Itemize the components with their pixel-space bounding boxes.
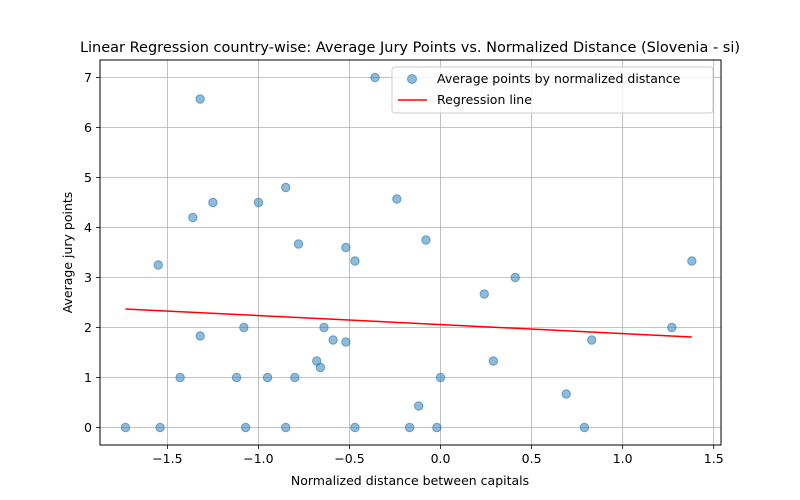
data-point [239,322,249,333]
data-point [253,197,264,208]
data-point [293,239,304,249]
data-point [315,362,326,373]
x-tick-label: −1.5 [152,451,182,466]
data-point [350,422,360,433]
x-tick-label: −1.0 [243,451,273,466]
data-point [120,422,131,433]
data-point [328,335,338,345]
data-point [479,289,489,299]
data-point [510,272,520,283]
data-point [153,260,163,270]
data-point [404,422,415,433]
data-point [667,322,677,333]
y-tick-label: 2 [84,320,92,335]
legend-label-scatter: Average points by normalized distance [437,71,681,86]
y-tick-label: 1 [84,370,92,385]
data-point [195,94,205,104]
y-axis-ticks: 0 1 2 3 4 5 6 7 [84,70,100,435]
y-tick-label: 4 [84,220,92,235]
data-point [392,194,402,204]
y-axis-label: Average jury points [60,192,75,314]
data-point [488,356,499,366]
x-tick-label: 0.5 [522,451,542,466]
x-axis-label: Normalized distance between capitals [291,473,529,488]
plot-frame [99,59,722,446]
legend-label-line: Regression line [437,92,532,107]
data-point [432,422,442,433]
data-point [579,422,590,433]
legend: Average points by normalized distance Re… [391,66,714,114]
data-point [262,372,273,383]
x-tick-label: 0.0 [431,451,451,466]
data-point [195,331,205,341]
data-point [188,212,198,223]
data-point [435,372,446,383]
data-point [175,372,185,383]
x-tick-label: 1.5 [704,451,724,466]
data-point [319,322,329,333]
data-point [341,242,351,253]
y-tick-label: 7 [84,70,92,85]
regression-line-group [125,308,692,338]
data-point [341,337,351,347]
data-point [587,335,597,345]
data-point [281,182,291,193]
data-point [350,256,360,266]
legend-marker-scatter [407,74,417,84]
y-tick-label: 6 [84,120,92,135]
chart-title: Linear Regression country-wise: Average … [80,40,740,56]
y-tick-label: 0 [84,420,92,435]
y-tick-label: 3 [84,270,92,285]
x-tick-label: 1.0 [613,451,633,466]
data-point [687,256,697,266]
y-tick-label: 5 [84,170,92,185]
x-tick-label: −0.5 [334,451,364,466]
data-point [413,401,424,411]
data-point [290,372,300,383]
scatter-points [120,72,697,433]
legend-box [391,66,714,114]
data-point [231,372,242,383]
regression-line [125,308,692,338]
data-point [561,389,571,399]
data-point [240,422,251,433]
data-point [208,197,218,208]
data-point [370,72,380,83]
data-point [155,422,165,433]
data-point [281,422,291,433]
data-point [421,235,431,245]
x-axis-ticks: −1.5 −1.0 −0.5 0.0 0.5 1.0 1.5 [152,445,724,466]
